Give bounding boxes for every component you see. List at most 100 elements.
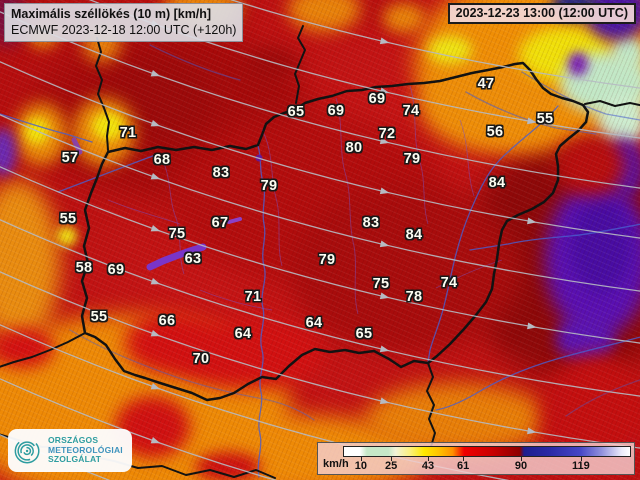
streamline-arrow-icon <box>379 292 390 300</box>
legend: km/h 10 25 43 61 90 119 <box>317 442 635 475</box>
streamline <box>0 271 640 449</box>
legend-tick-label: 10 <box>354 460 367 472</box>
wind-speed-region <box>568 52 588 76</box>
title-box: Maximális széllökés (10 m) [km/h] ECMWF … <box>4 3 244 42</box>
streamline-arrow-icon <box>379 87 390 95</box>
legend-tick-mark <box>360 457 362 461</box>
station-value: 78 <box>405 289 423 305</box>
station-value: 58 <box>75 260 93 276</box>
streamline-arrow-icon <box>379 187 390 195</box>
streamline-arrow-icon <box>379 37 390 45</box>
station-value: 69 <box>327 103 345 119</box>
station-value: 84 <box>405 227 423 243</box>
legend-tick-label: 43 <box>421 460 435 472</box>
streamline <box>0 114 640 292</box>
streamline-arrow-icon <box>527 217 537 225</box>
station-value: 71 <box>244 289 262 305</box>
station-value: 55 <box>536 111 554 127</box>
streamline <box>0 61 640 239</box>
station-value: 79 <box>318 252 336 268</box>
streamline-arrow-icon <box>150 382 161 390</box>
station-value: 64 <box>305 315 323 331</box>
lake-velence <box>227 217 242 224</box>
streamline-arrow-icon <box>527 117 537 125</box>
station-value: 72 <box>378 126 396 142</box>
model-run-info: ECMWF 2023-12-18 12:00 UTC (+120h) <box>11 23 237 37</box>
legend-colorbar <box>343 446 631 457</box>
wind-speed-region <box>57 226 77 246</box>
station-value: 55 <box>90 309 108 325</box>
streamline-arrow-icon <box>150 172 161 180</box>
omsz-logo-line1: ORSZÁGOS <box>48 435 99 446</box>
station-value: 56 <box>486 124 504 140</box>
legend-tick-mark <box>427 457 429 461</box>
station-value: 66 <box>158 313 176 329</box>
station-value: 57 <box>61 150 79 166</box>
omsz-logo-line3: SZOLGÁLAT <box>48 454 102 465</box>
omsz-logo: ORSZÁGOS METEOROLÓGIAI SZOLGÁLAT <box>8 429 132 472</box>
streamline-arrow-icon <box>527 322 537 330</box>
streamline-arrow-icon <box>379 240 390 248</box>
legend-tick-label: 25 <box>384 460 398 472</box>
station-value: 47 <box>477 76 495 92</box>
wind-speed-region <box>612 36 640 70</box>
streamline <box>0 219 640 397</box>
station-value: 65 <box>355 326 373 342</box>
streamline-arrow-icon <box>150 69 161 77</box>
station-value: 79 <box>403 151 421 167</box>
wind-speed-region <box>0 328 54 368</box>
legend-tick-label: 90 <box>514 460 528 472</box>
wind-speed-region <box>245 48 300 80</box>
wind-speed-region <box>570 198 632 293</box>
streamline-arrow-icon <box>379 137 390 145</box>
wind-speed-region <box>0 128 16 176</box>
station-value: 71 <box>119 125 137 141</box>
station-value: 75 <box>372 276 390 292</box>
map-title: Maximális széllökés (10 m) [km/h] <box>11 7 212 21</box>
legend-tick-mark <box>580 457 582 461</box>
wind-speed-region <box>383 3 425 33</box>
omsz-logo-text: ORSZÁGOS METEOROLÓGIAI SZOLGÁLAT <box>48 436 123 465</box>
station-value: 67 <box>211 215 229 231</box>
station-value: 55 <box>59 211 77 227</box>
legend-tick-label: 119 <box>572 460 590 472</box>
streamline-arrow-icon <box>150 436 161 444</box>
streamline <box>0 378 278 480</box>
streamline-arrow-icon <box>379 345 390 353</box>
lake-balaton <box>146 243 207 271</box>
lake-ferto <box>71 137 83 155</box>
station-value: 80 <box>345 140 363 156</box>
station-value: 69 <box>368 91 386 107</box>
omsz-swirl-icon <box>14 438 40 463</box>
hungary-border <box>80 61 590 402</box>
station-value: 83 <box>362 215 380 231</box>
legend-tick-mark <box>391 457 393 461</box>
wind-speed-region <box>168 318 323 390</box>
streamline-arrow-icon <box>150 277 161 285</box>
station-value: 63 <box>184 251 202 267</box>
streamline <box>229 0 640 89</box>
legend-tick-label: 61 <box>456 460 470 472</box>
streamline <box>0 166 640 344</box>
station-value: 74 <box>440 275 458 291</box>
station-value: 75 <box>168 226 186 242</box>
station-value: 64 <box>234 326 252 342</box>
station-value: 79 <box>260 178 278 194</box>
station-value: 74 <box>402 103 420 119</box>
streamline-arrow-icon <box>527 427 537 435</box>
legend-tick-mark <box>520 457 522 461</box>
omsz-logo-line2: METEOROLÓGIAI <box>48 444 123 455</box>
streamline-arrow-icon <box>150 329 161 337</box>
streamline <box>88 0 640 139</box>
legend-unit-label: km/h <box>323 458 349 470</box>
station-value: 84 <box>488 175 506 191</box>
station-value: 65 <box>287 104 305 120</box>
station-value: 83 <box>212 165 230 181</box>
streamline-arrow-icon <box>379 397 390 405</box>
station-value: 68 <box>153 152 171 168</box>
station-value: 70 <box>192 351 210 367</box>
legend-tick-mark <box>463 457 465 461</box>
